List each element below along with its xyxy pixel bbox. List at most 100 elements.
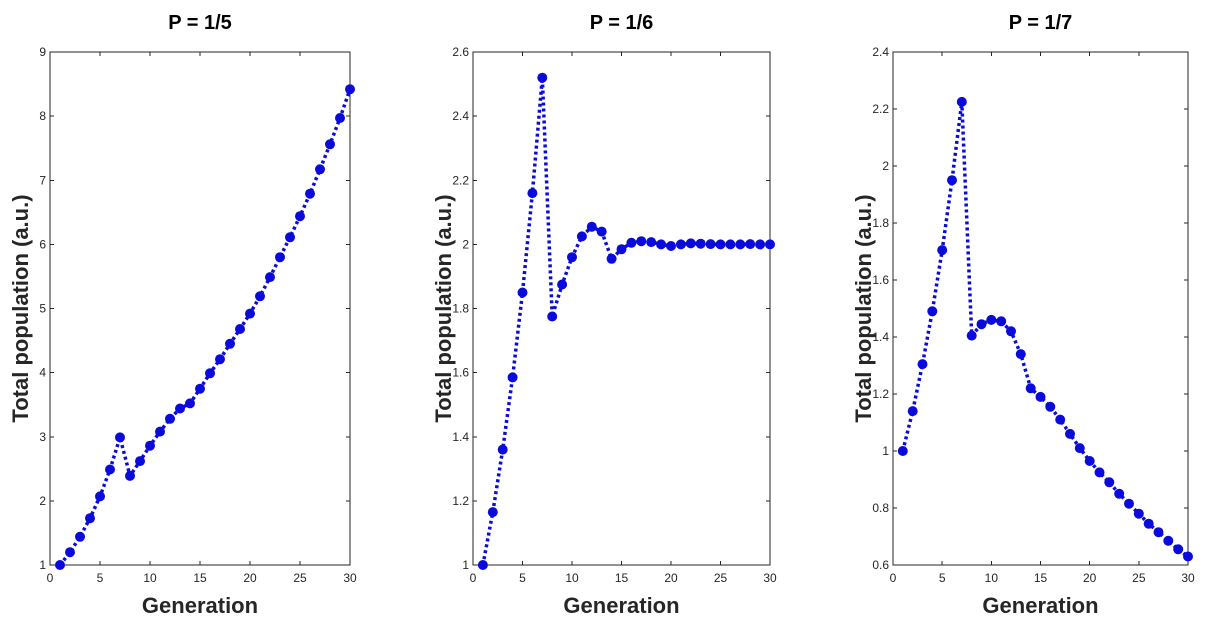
y-tick-label: 7 — [39, 173, 46, 187]
data-point — [345, 84, 355, 95]
y-tick-label: 2 — [39, 494, 46, 508]
x-tick-label: 5 — [519, 571, 526, 585]
axes-box — [892, 51, 1189, 566]
data-point — [745, 239, 756, 250]
data-point — [205, 368, 215, 379]
chart-panel-1: 0 5 10 15 20 25 30 1 2 3 4 5 6 7 8 9 P = 1/5 Generation To… — [8, 12, 357, 618]
x-tick-label: 25 — [293, 571, 307, 585]
data-point — [666, 241, 676, 251]
data-point — [235, 324, 245, 334]
data-point — [65, 547, 75, 558]
data-point — [1183, 551, 1193, 562]
x-axis-label: Generation — [142, 593, 258, 618]
y-tick-label: 1 — [462, 558, 469, 572]
data-point — [927, 306, 938, 317]
series-line — [901, 101, 1190, 558]
data-point — [606, 253, 617, 264]
chart-title: P = 1/7 — [1009, 12, 1073, 34]
data-point — [755, 239, 766, 250]
x-tick-label: 25 — [1132, 571, 1146, 585]
x-tick-label: 10 — [143, 571, 157, 585]
data-point — [996, 316, 1007, 327]
data-point — [1153, 527, 1164, 538]
y-tick-label: 2.6 — [452, 45, 469, 59]
data-point — [145, 440, 155, 451]
data-point — [725, 239, 736, 250]
data-point — [1094, 467, 1105, 478]
y-tick-label: 4 — [39, 366, 46, 380]
data-point — [477, 560, 488, 570]
y-tick-label: 1.6 — [452, 366, 469, 380]
data-point — [557, 279, 568, 290]
y-tick-label: 6 — [39, 237, 46, 251]
y-axis-label: Total population (a.u.) — [851, 194, 876, 422]
y-axis-label: Total population (a.u.) — [8, 194, 33, 422]
data-point — [487, 507, 498, 518]
data-point — [497, 444, 508, 455]
data-point — [105, 464, 115, 475]
y-tick-label: 2.2 — [872, 102, 889, 116]
data-point — [1065, 428, 1075, 439]
data-point — [897, 446, 908, 456]
x-tick-label: 30 — [763, 571, 777, 585]
data-point — [567, 252, 577, 263]
y-axis-label: Total population (a.u.) — [431, 194, 456, 422]
x-tick-label: 10 — [565, 571, 579, 585]
data-point — [225, 338, 235, 349]
data-point — [956, 96, 967, 107]
data-point — [165, 413, 175, 424]
data-point — [215, 354, 225, 365]
data-point — [1133, 508, 1144, 519]
data-point — [765, 239, 775, 250]
y-tick-label: 1.4 — [872, 330, 889, 344]
data-point — [255, 291, 265, 302]
data-point — [646, 237, 657, 248]
data-point — [636, 236, 647, 247]
x-tick-label: 30 — [1181, 571, 1195, 585]
y-tick-label: 0.8 — [872, 501, 889, 515]
x-tick-label: 20 — [1083, 571, 1097, 585]
data-point — [576, 231, 587, 242]
data-point — [517, 287, 528, 298]
data-point — [907, 406, 918, 417]
data-point — [1163, 535, 1174, 546]
data-point — [507, 372, 518, 383]
data-point — [275, 252, 285, 263]
x-tick-label: 20 — [664, 571, 678, 585]
y-tick-label: 2.4 — [872, 45, 889, 59]
data-point — [75, 531, 85, 542]
axes-box — [49, 51, 351, 566]
data-point — [976, 319, 987, 330]
data-point — [1015, 349, 1026, 360]
chart-title: P = 1/6 — [590, 12, 654, 34]
data-point — [305, 188, 315, 199]
data-point — [917, 359, 928, 370]
data-point — [335, 113, 345, 123]
x-axis-label: Generation — [563, 593, 679, 618]
y-tick-label: 3 — [39, 430, 46, 444]
data-point — [537, 72, 548, 83]
data-point — [626, 237, 637, 248]
y-tick-label: 2.2 — [452, 173, 469, 187]
data-point — [155, 426, 165, 437]
y-tick-label: 2 — [882, 159, 889, 173]
data-point — [1124, 498, 1134, 509]
data-point — [937, 245, 948, 256]
data-point — [315, 164, 325, 175]
x-tick-label: 25 — [714, 571, 728, 585]
axes-box — [472, 51, 771, 566]
data-point — [986, 314, 997, 325]
data-point — [55, 560, 65, 570]
data-point — [245, 308, 255, 319]
data-point — [1173, 544, 1184, 555]
data-point — [95, 491, 105, 502]
y-tick-label: 1 — [882, 444, 889, 458]
y-tick-label: 1.8 — [452, 302, 469, 316]
x-tick-label: 15 — [193, 571, 207, 585]
data-point — [115, 432, 125, 443]
x-tick-label: 20 — [243, 571, 257, 585]
y-tick-label: 0.6 — [872, 558, 889, 572]
data-point — [195, 383, 205, 394]
data-point — [1074, 443, 1085, 454]
